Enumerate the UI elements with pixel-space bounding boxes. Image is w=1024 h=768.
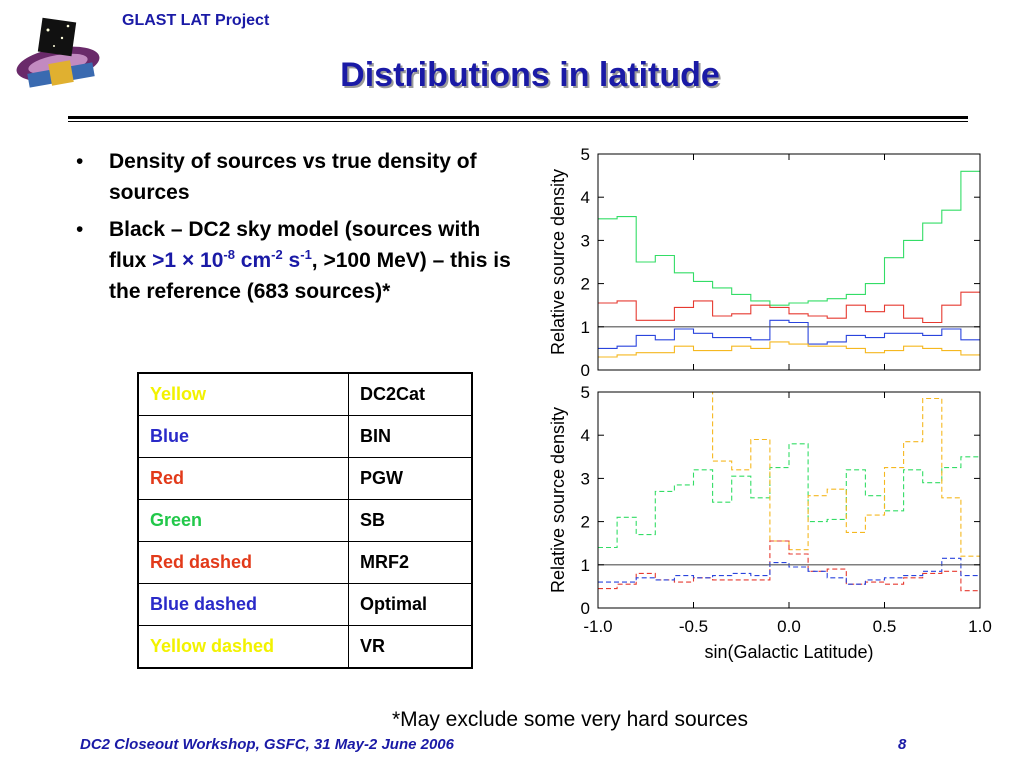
y-tick-label: 2 xyxy=(581,513,590,532)
bullet-list: • Density of sources vs true density of … xyxy=(76,146,516,313)
x-tick-label: -0.5 xyxy=(679,617,708,636)
bullet-item: • Density of sources vs true density of … xyxy=(76,146,516,208)
y-tick-label: 0 xyxy=(581,361,590,380)
legend-label: Blue xyxy=(137,415,349,458)
series-green-line xyxy=(598,170,980,306)
title-divider-thin xyxy=(68,121,968,122)
table-row: Yellow DC2Cat xyxy=(137,372,473,416)
legend-table: Yellow DC2Cat Blue BIN Red PGW Green SB Red … xyxy=(137,372,473,669)
legend-value: DC2Cat xyxy=(348,372,473,416)
series-blue-line xyxy=(598,319,980,349)
slide-title: Distributions in latitude xyxy=(340,56,720,94)
y-axis-label: Relative source density xyxy=(548,169,568,355)
x-tick-label: 1.0 xyxy=(968,617,992,636)
legend-label: Blue dashed xyxy=(137,583,349,626)
flux-unit-s-exponent: -1 xyxy=(300,247,312,262)
table-row: Red PGW xyxy=(137,457,473,500)
table-row: Yellow dashed VR xyxy=(137,625,473,669)
latitude-distribution-charts: 0 1 2 3 4 5 Relative source density 0 1 2 3 4 5 -1.0 -… xyxy=(548,145,992,662)
legend-label: Red xyxy=(137,457,349,500)
flux-threshold: >1 × 10-8 cm-2 s-1 xyxy=(152,247,312,272)
flux-exponent: -8 xyxy=(223,247,235,262)
project-name: GLAST LAT Project xyxy=(122,12,270,29)
footer-event: DC2 Closeout Workshop, GSFC, 31 May-2 Ju… xyxy=(80,736,454,753)
flux-unit-cm-exponent: -2 xyxy=(271,247,283,262)
table-row: Blue dashed Optimal xyxy=(137,583,473,626)
bullet-dot-icon: • xyxy=(76,150,84,173)
legend-value: MRF2 xyxy=(348,541,473,584)
y-tick-label: 0 xyxy=(581,599,590,618)
x-axis-label: sin(Galactic Latitude) xyxy=(704,642,873,662)
x-tick-label: -1.0 xyxy=(583,617,612,636)
legend-label: Red dashed xyxy=(137,541,349,584)
y-tick-label: 4 xyxy=(581,188,590,207)
bullet-text-post: , >100 MeV) – this is the reference (683… xyxy=(109,249,511,303)
y-tick-label: 3 xyxy=(581,231,590,250)
legend-label: Yellow xyxy=(137,372,349,416)
y-tick-label: 1 xyxy=(581,556,590,575)
y-axis-label: Relative source density xyxy=(548,407,568,593)
x-tick-label: 0.0 xyxy=(777,617,801,636)
legend-label: Green xyxy=(137,499,349,542)
legend-value: PGW xyxy=(348,457,473,500)
footnote: *May exclude some very hard sources xyxy=(392,708,748,731)
satellite-logo-icon xyxy=(16,17,100,88)
y-tick-label: 4 xyxy=(581,426,590,445)
y-tick-label: 2 xyxy=(581,275,590,294)
page-number: 8 xyxy=(898,736,907,753)
legend-value: SB xyxy=(348,499,473,542)
flux-unit-s: s xyxy=(282,249,301,272)
y-tick-label: 3 xyxy=(581,469,590,488)
bullet-item: • Black – DC2 sky model (sources with fl… xyxy=(76,214,516,307)
legend-label: Yellow dashed xyxy=(137,625,349,669)
legend-value: Optimal xyxy=(348,583,473,626)
x-tick-label: 0.5 xyxy=(873,617,897,636)
y-tick-label: 5 xyxy=(581,383,590,402)
legend-value: VR xyxy=(348,625,473,669)
bullet-text-pre: Black – DC2 sky model (sources with flux xyxy=(109,218,481,272)
series-green-dashed-line xyxy=(598,443,980,549)
series-red-line xyxy=(598,291,980,324)
y-tick-label: 1 xyxy=(581,318,590,337)
bullet-dot-icon: • xyxy=(76,218,84,241)
table-row: Green SB xyxy=(137,499,473,542)
table-row: Blue BIN xyxy=(137,415,473,458)
flux-unit-cm: cm xyxy=(234,249,272,272)
table-row: Red dashed MRF2 xyxy=(137,541,473,584)
y-tick-label: 5 xyxy=(581,145,590,164)
bullet-text: Density of sources vs true density of so… xyxy=(109,150,477,204)
series-yellow-line xyxy=(598,341,980,358)
title-divider xyxy=(68,116,968,119)
series-blue-dashed-line xyxy=(598,557,980,585)
flux-value: >1 × 10 xyxy=(152,249,224,272)
legend-value: BIN xyxy=(348,415,473,458)
